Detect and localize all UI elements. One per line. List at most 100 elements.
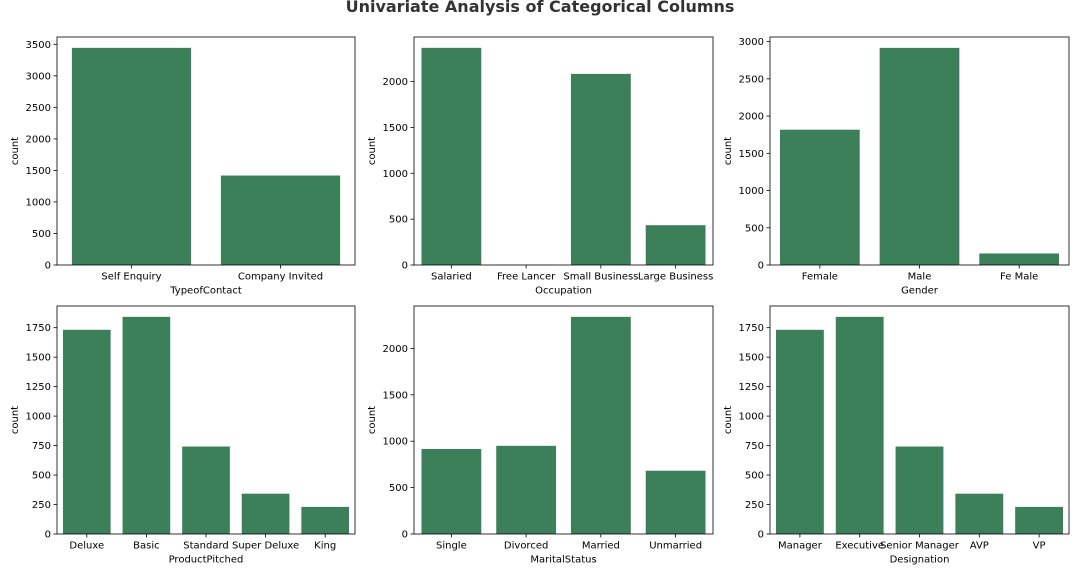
bar-vp [1015,506,1064,534]
chart-2: 0 500 1000 1500 2000 2500 3000 Female Male Fe Mal… [723,36,1070,297]
y-tick-label: 500 [32,229,51,240]
axes-frame [413,305,714,535]
y-tick-label: 1000 [26,197,51,208]
bar-divorced [496,445,557,534]
x-tick-label: Divorced [504,541,548,552]
y-tick-label: 0 [402,261,408,272]
bar-fe-male [979,253,1060,265]
bar-basic [122,316,171,534]
y-tick-label: 500 [745,223,764,234]
y-tick-label: 250 [32,500,51,511]
y-tick-label: 1000 [383,169,408,180]
y-tick-label: 2000 [739,112,764,123]
chart-5: 0 250 500 750 1000 1250 1500 1750 Manager Executi… [723,305,1070,566]
y-tick-label: 1000 [739,412,764,423]
y-tick-label: 1750 [739,323,764,334]
y-tick-label: 500 [32,471,51,482]
chart-0: 0 500 1000 1500 2000 2500 3000 3500 Self Enquiry… [10,36,356,297]
bar-standard [182,446,230,534]
x-axis-label: TypeofContact [169,286,242,297]
y-tick-label: 750 [745,441,764,452]
y-tick-label: 2000 [26,134,51,145]
bar-self-enquiry [71,47,192,265]
bar-super-deluxe [241,493,290,534]
axes-frame [769,36,1070,266]
y-axis-label: count [10,137,21,165]
x-tick-label: Company Invited [238,272,323,283]
x-axis-label: Gender [901,286,939,297]
x-tick-label: Fe Male [1000,272,1038,283]
y-axis-label: count [367,137,378,165]
bar-manager [775,329,824,534]
y-tick-label: 3500 [26,40,51,51]
x-tick-label: Senior Manager [880,541,960,552]
axes-frame [56,36,356,266]
x-tick-label: Large Business [638,272,713,283]
y-tick-label: 500 [389,215,408,226]
y-tick-label: 500 [745,471,764,482]
y-axis-label: count [10,406,21,434]
bar-married [570,316,631,534]
y-tick-label: 1500 [739,149,764,160]
figure-title: Univariate Analysis of Categorical Colum… [346,0,735,16]
y-tick-label: 3000 [739,37,764,48]
y-tick-label: 1000 [383,437,408,448]
y-tick-label: 0 [45,261,51,272]
y-tick-label: 2000 [383,344,408,355]
x-axis-label: Occupation [535,286,592,297]
y-tick-label: 1000 [26,412,51,423]
bar-unmarried [645,470,706,534]
y-tick-label: 1500 [26,353,51,364]
y-tick-label: 1250 [26,382,51,393]
x-tick-label: VP [1033,541,1046,552]
x-tick-label: Super Deluxe [232,541,299,552]
bar-male [879,47,960,266]
y-axis-label: count [367,406,378,434]
y-tick-label: 500 [389,483,408,494]
chart-3: 0 250 500 750 1000 1250 1500 1750 Deluxe Basic Sta… [10,305,356,566]
axes-frame [769,305,1070,535]
y-tick-label: 1500 [26,166,51,177]
bar-deluxe [62,329,111,534]
x-tick-label: Unmarried [649,541,702,552]
x-tick-label: Executive [835,541,884,552]
y-tick-label: 2500 [26,103,51,114]
bar-female [779,129,860,265]
x-tick-label: Married [582,541,620,552]
y-tick-label: 2500 [739,74,764,85]
x-tick-label: Basic [133,541,159,552]
y-tick-label: 0 [758,261,764,272]
bar-senior-manager [895,446,944,534]
y-tick-label: 1500 [383,390,408,401]
bar-small-business [570,73,631,266]
y-tick-label: 3000 [26,71,51,82]
x-axis-label: Designation [890,555,950,566]
x-tick-label: Standard [183,541,229,552]
bar-king [301,506,350,534]
x-axis-label: ProductPitched [169,555,244,566]
y-tick-label: 1500 [383,123,408,134]
x-axis-label: MaritalStatus [530,555,596,566]
chart-4: 0 500 1000 1500 2000 Single Divorced Married Unm… [367,305,714,566]
x-tick-label: Salaried [431,272,472,283]
y-tick-label: 2000 [383,77,408,88]
x-tick-label: Single [436,541,467,552]
bar-large-business [645,225,706,265]
y-tick-label: 1000 [739,186,764,197]
x-tick-label: King [314,541,336,552]
y-tick-label: 1500 [739,353,764,364]
x-tick-label: AVP [970,541,989,552]
y-tick-label: 1750 [26,323,51,334]
x-tick-label: Female [802,272,838,283]
axes-frame [56,305,356,535]
y-axis-label: count [723,406,734,434]
x-tick-label: Small Business [563,272,638,283]
y-tick-label: 750 [32,441,51,452]
bar-executive [835,316,884,534]
bar-company-invited [220,175,341,265]
x-tick-label: Manager [778,541,823,552]
x-tick-label: Male [908,272,932,283]
x-tick-label: Deluxe [69,541,104,552]
